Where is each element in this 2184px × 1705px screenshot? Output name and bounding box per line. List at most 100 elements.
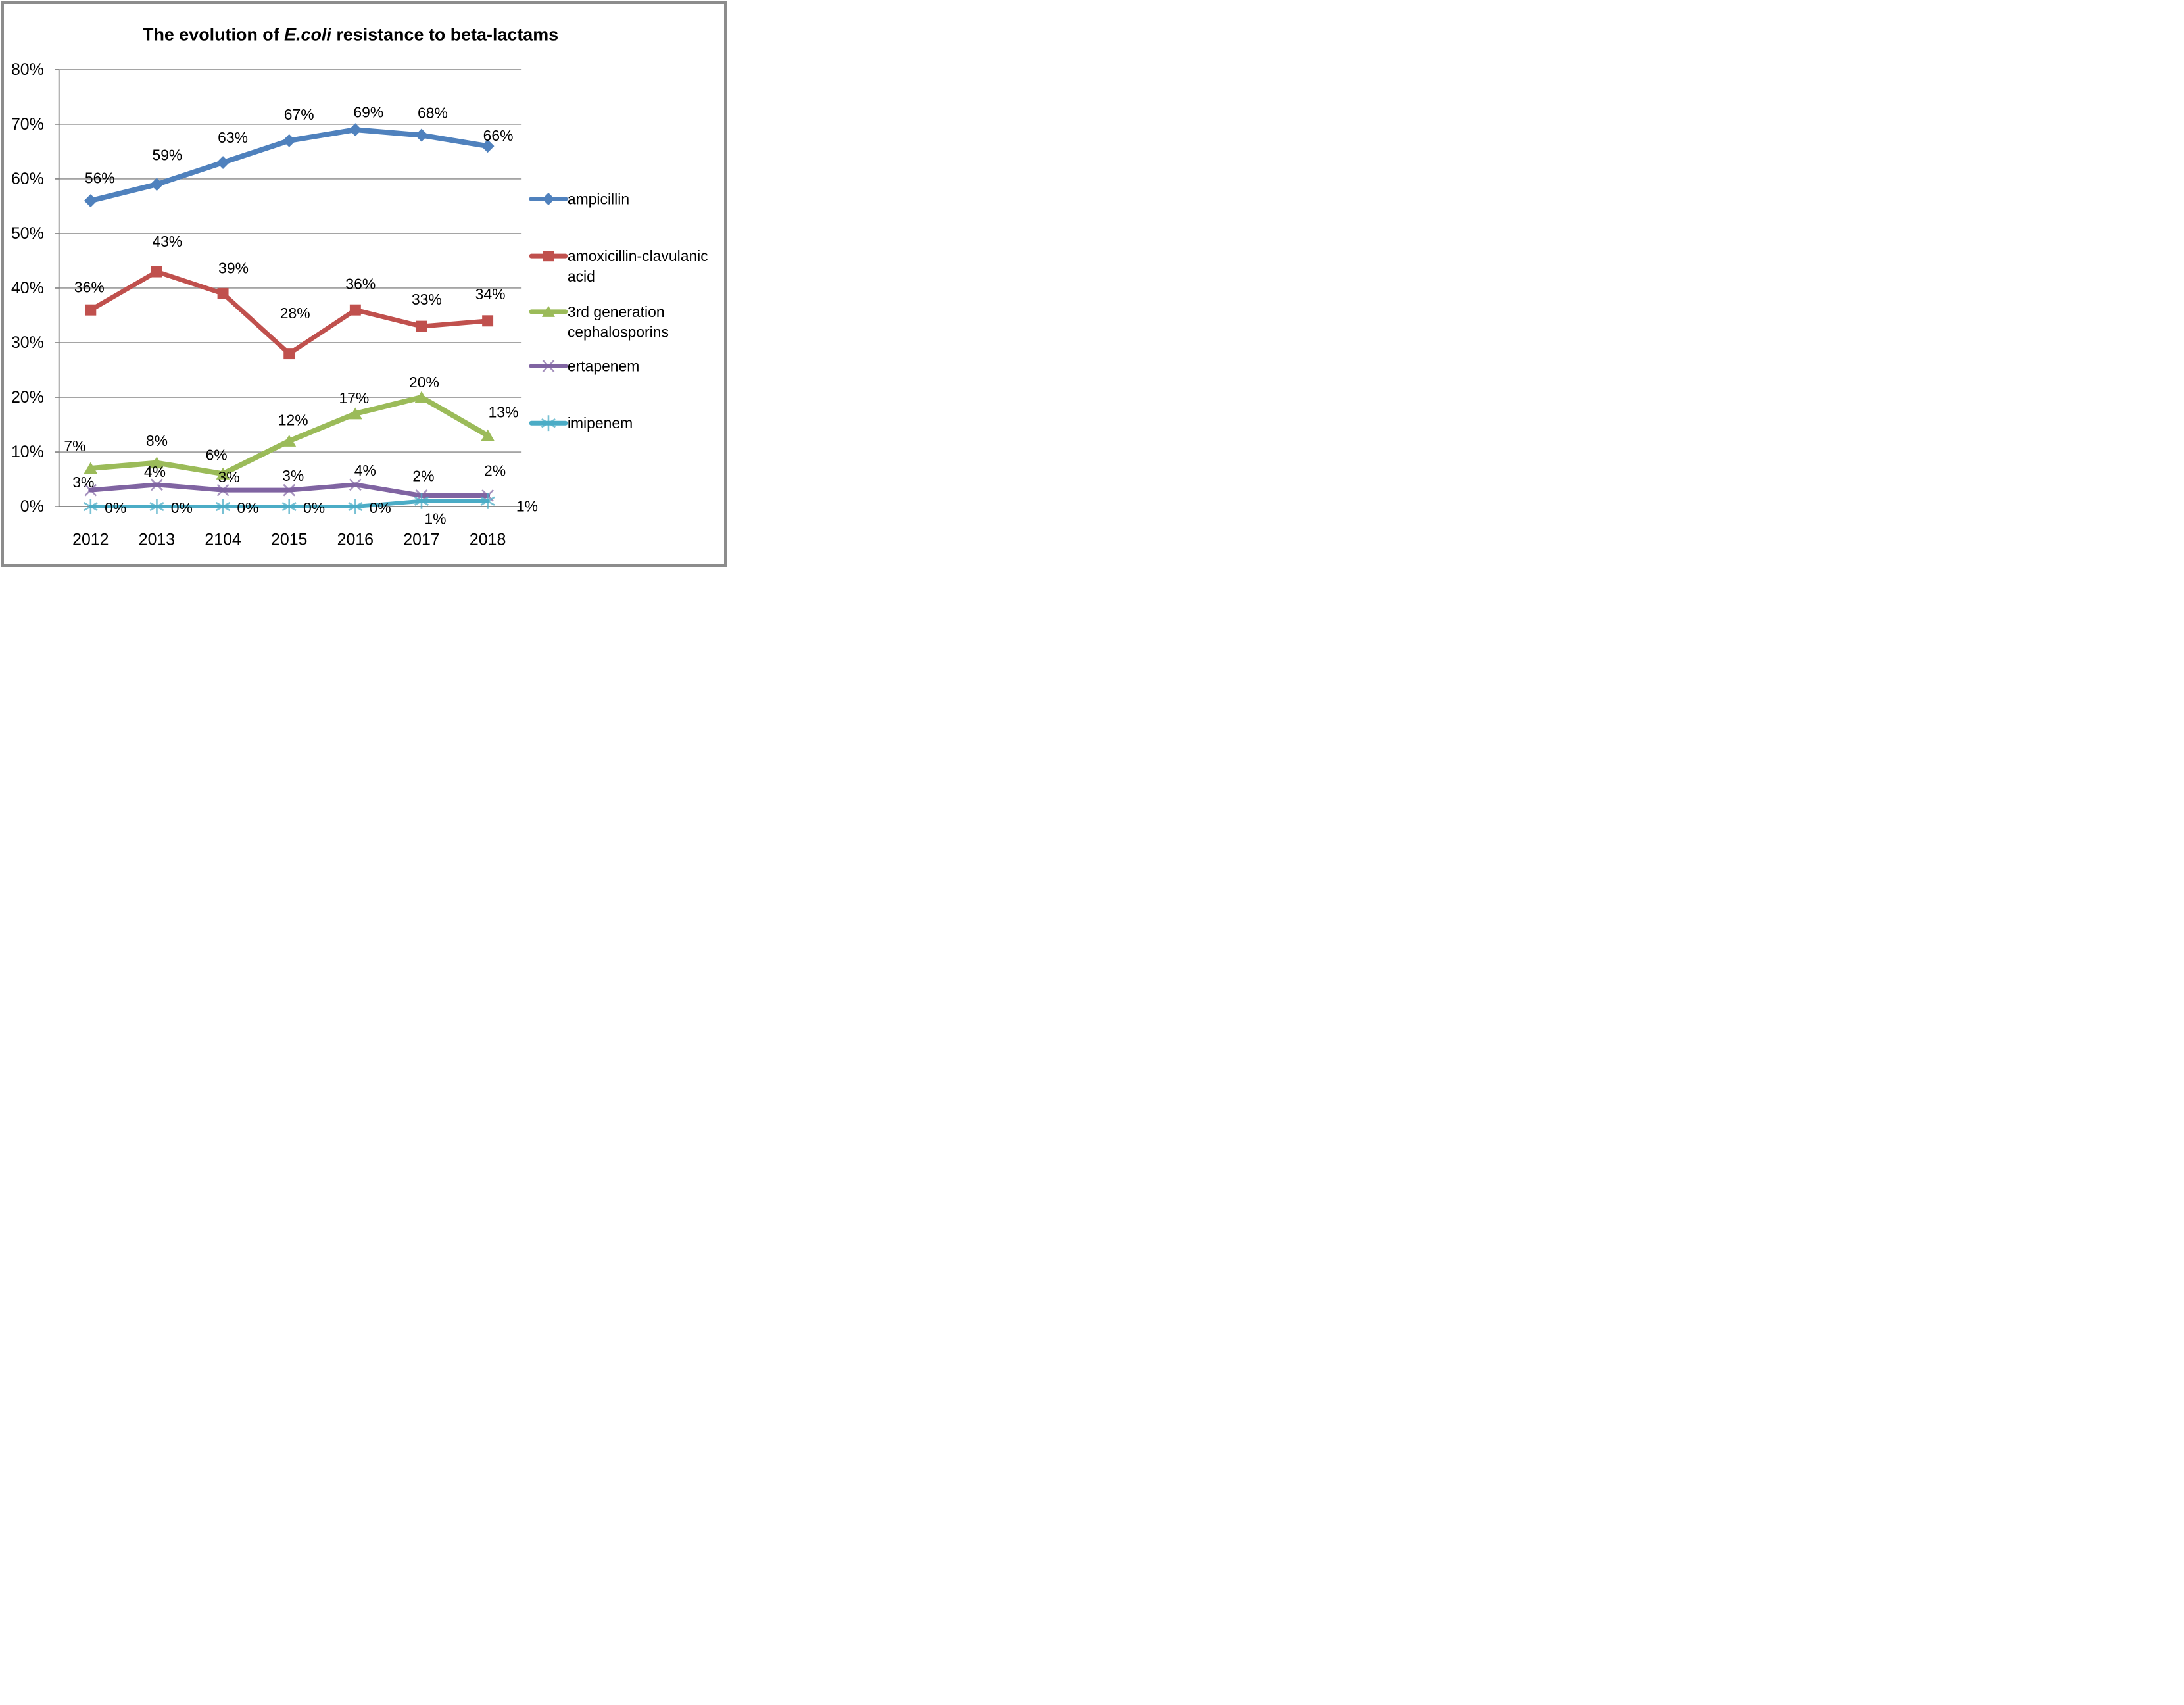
data-label: 28%: [280, 305, 310, 322]
x-marker: [283, 483, 296, 497]
data-label: 67%: [284, 106, 314, 123]
triangle-marker: [84, 462, 98, 474]
square-marker: [85, 304, 97, 316]
y-axis-tick-label: 50%: [11, 224, 44, 243]
x-marker: [349, 478, 362, 491]
asterisk-marker: [480, 493, 495, 509]
square-marker: [416, 320, 427, 332]
data-label: 12%: [278, 412, 308, 429]
data-label: 68%: [418, 105, 448, 122]
asterisk-marker: [414, 493, 429, 509]
data-label: 8%: [146, 432, 168, 449]
line-chart: 0%10%20%30%40%50%60%70%80%2012 2013 2104 20…: [4, 5, 724, 564]
series-amoxicillin-clavulanic-acid: 36% 43% 39% 28% 36% 33% 34%: [74, 233, 506, 360]
data-label: 3%: [218, 468, 239, 485]
data-label: 36%: [74, 278, 105, 295]
data-label: 0%: [171, 499, 193, 516]
triangle-marker: [542, 305, 555, 317]
data-label: 1%: [516, 498, 538, 515]
data-label: 39%: [218, 259, 249, 276]
series-ampicillin: 56% 59% 63% 67% 69% 68% 66%: [84, 103, 514, 208]
x-axis-tick-label: 2015: [271, 531, 307, 549]
data-label: 6%: [206, 446, 228, 463]
asterisk-marker: [281, 499, 297, 515]
triangle-marker: [149, 457, 164, 469]
y-axis-labels: 0% 10% 20% 30% 40% 50% 60% 70% 80%: [11, 61, 44, 516]
y-axis-tick-label: 30%: [11, 334, 44, 352]
x-marker: [84, 483, 97, 497]
data-label: 4%: [144, 463, 166, 480]
data-label: 1%: [424, 510, 446, 528]
data-label: 63%: [218, 129, 248, 146]
data-label: 0%: [370, 499, 391, 516]
legend-label: 3rd generation: [568, 303, 665, 320]
data-label: 0%: [237, 499, 258, 516]
square-marker: [349, 304, 361, 316]
x-axis-tick-label: 2018: [470, 531, 506, 549]
data-label: 2%: [412, 468, 434, 485]
legend-label: imipenem: [568, 414, 633, 432]
y-axis-tick-label: 80%: [11, 61, 44, 79]
triangle-marker: [481, 429, 495, 441]
series-3rd-generation-cephalosporins: 7% 8% 6% 12% 17% 20% 13%: [64, 374, 518, 480]
data-label: 0%: [303, 499, 325, 516]
triangle-marker: [414, 391, 429, 403]
x-marker: [216, 483, 230, 497]
data-label: 17%: [339, 389, 369, 407]
data-label: 69%: [353, 103, 383, 120]
y-axis-tick-label: 40%: [11, 279, 44, 297]
data-label: 43%: [152, 233, 182, 250]
x-marker: [151, 478, 163, 491]
legend-entry: ertapenem: [529, 358, 640, 375]
triangle-marker: [282, 434, 297, 447]
square-marker: [151, 266, 162, 278]
asterisk-marker: [216, 499, 231, 515]
diamond-marker: [216, 156, 230, 169]
title-italic-segment: E.coli: [284, 24, 331, 44]
title-segment: The evolution of: [143, 24, 284, 44]
data-label: 36%: [345, 275, 376, 292]
chart-frame: 0% 10% 20% 30% 40% 50% 60% 70% 80% 2012 2013 2104 20…: [1, 1, 727, 567]
data-label: 0%: [105, 499, 126, 516]
data-label: 66%: [483, 127, 514, 144]
y-axis-tick-label: 10%: [11, 443, 44, 461]
diamond-marker: [84, 194, 97, 208]
asterisk-marker: [541, 415, 556, 432]
asterisk-marker: [348, 499, 363, 515]
x-marker: [542, 360, 555, 372]
asterisk-marker: [83, 499, 98, 515]
square-marker: [482, 315, 494, 327]
legend-entry: imipenem: [529, 414, 633, 432]
square-marker: [543, 251, 554, 262]
chart-title: The evolution of E.coli resistance to be…: [143, 24, 558, 44]
diamond-marker: [349, 123, 362, 137]
data-label: 3%: [282, 467, 304, 484]
x-axis-labels: 2012 2013 2104 2015 2016 2017 2018: [72, 531, 506, 549]
square-marker: [217, 287, 229, 299]
triangle-marker: [216, 467, 230, 480]
asterisk-marker: [149, 499, 164, 515]
legend-label: ampicillin: [568, 190, 629, 207]
data-label: 3%: [72, 474, 94, 491]
legend-label: acid: [568, 268, 595, 285]
data-label: 7%: [64, 437, 85, 455]
x-axis-tick-label: 2104: [205, 531, 241, 549]
data-label: 20%: [409, 374, 439, 391]
x-axis-tick-label: 2013: [139, 531, 175, 549]
legend-entry: amoxicillin-clavulanic acid: [529, 247, 708, 285]
title-segment: resistance to beta-lactams: [331, 24, 558, 44]
x-axis-tick-label: 2012: [72, 531, 109, 549]
data-label: 4%: [354, 462, 376, 479]
legend-label: amoxicillin-clavulanic: [568, 247, 708, 264]
y-axis-tick-label: 60%: [11, 170, 44, 188]
y-axis-tick-label: 0%: [20, 497, 44, 516]
legend-label: cephalosporins: [568, 324, 669, 341]
legend-label: ertapenem: [568, 358, 640, 375]
legend-entry: 3rd generation cephalosporins: [529, 303, 669, 341]
data-label: 56%: [85, 169, 115, 186]
data-label: 2%: [484, 462, 506, 480]
data-label: 59%: [152, 146, 182, 163]
series-imipenem: 0% 0% 0% 0% 0% 1% 1%: [83, 493, 538, 528]
y-axis-tick-label: 20%: [11, 388, 44, 407]
data-label: 33%: [412, 291, 442, 308]
